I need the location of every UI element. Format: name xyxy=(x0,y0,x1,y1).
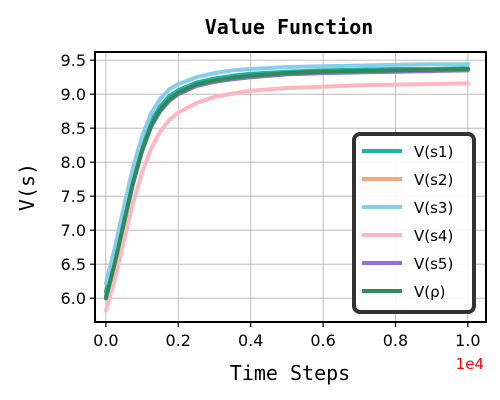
plot-frame xyxy=(94,51,487,323)
y-tick-label: 8.5 xyxy=(61,119,86,138)
series-line-6 xyxy=(103,67,470,301)
legend-label: V(s5) xyxy=(414,255,453,273)
y-tick-label: 7.5 xyxy=(61,187,86,206)
legend-items: V(s1) V(s2) V(s3) V(s4) V(s5) V(ρ) xyxy=(362,143,453,301)
chart-title: Value Function xyxy=(205,15,374,39)
legend-label: V(s1) xyxy=(414,143,453,161)
x-tick-label: 0.8 xyxy=(383,331,408,350)
y-tick-label: 6.0 xyxy=(61,289,86,308)
y-tick-label: 8.0 xyxy=(61,153,86,172)
y-tick-label: 9.0 xyxy=(61,85,86,104)
y-tick-label: 6.5 xyxy=(61,255,86,274)
x-tick-label: 0.2 xyxy=(166,331,191,350)
x-tick-label: 0.4 xyxy=(238,331,263,350)
legend-label: V(s2) xyxy=(414,171,453,189)
x-tick-label: 0.6 xyxy=(310,331,335,350)
x-tick-label: 1.0 xyxy=(455,331,480,350)
y-tick-label: 9.5 xyxy=(61,51,86,70)
series-line-3 xyxy=(103,62,470,286)
x-tick-label: 0.0 xyxy=(93,331,118,350)
x-offset-label: 1e4 xyxy=(456,355,484,373)
legend-label: V(s3) xyxy=(414,199,453,217)
y-tick-label: 7.0 xyxy=(61,221,86,240)
legend-label: V(s4) xyxy=(414,227,453,245)
axis-ticks: 0.0 0.2 0.4 0.6 0.8 1.0 6.0 6.5 7.0 7.5 8.0 8.5 9.0 9… xyxy=(61,51,481,350)
series-lines xyxy=(103,62,470,313)
legend-label: V(ρ) xyxy=(414,283,446,301)
x-axis-label: Time Steps xyxy=(230,361,350,385)
series-line-4 xyxy=(103,81,470,313)
y-axis-label: V(s) xyxy=(15,163,39,211)
legend: V(s1) V(s2) V(s3) V(s4) V(s5) V(ρ) xyxy=(352,132,476,314)
